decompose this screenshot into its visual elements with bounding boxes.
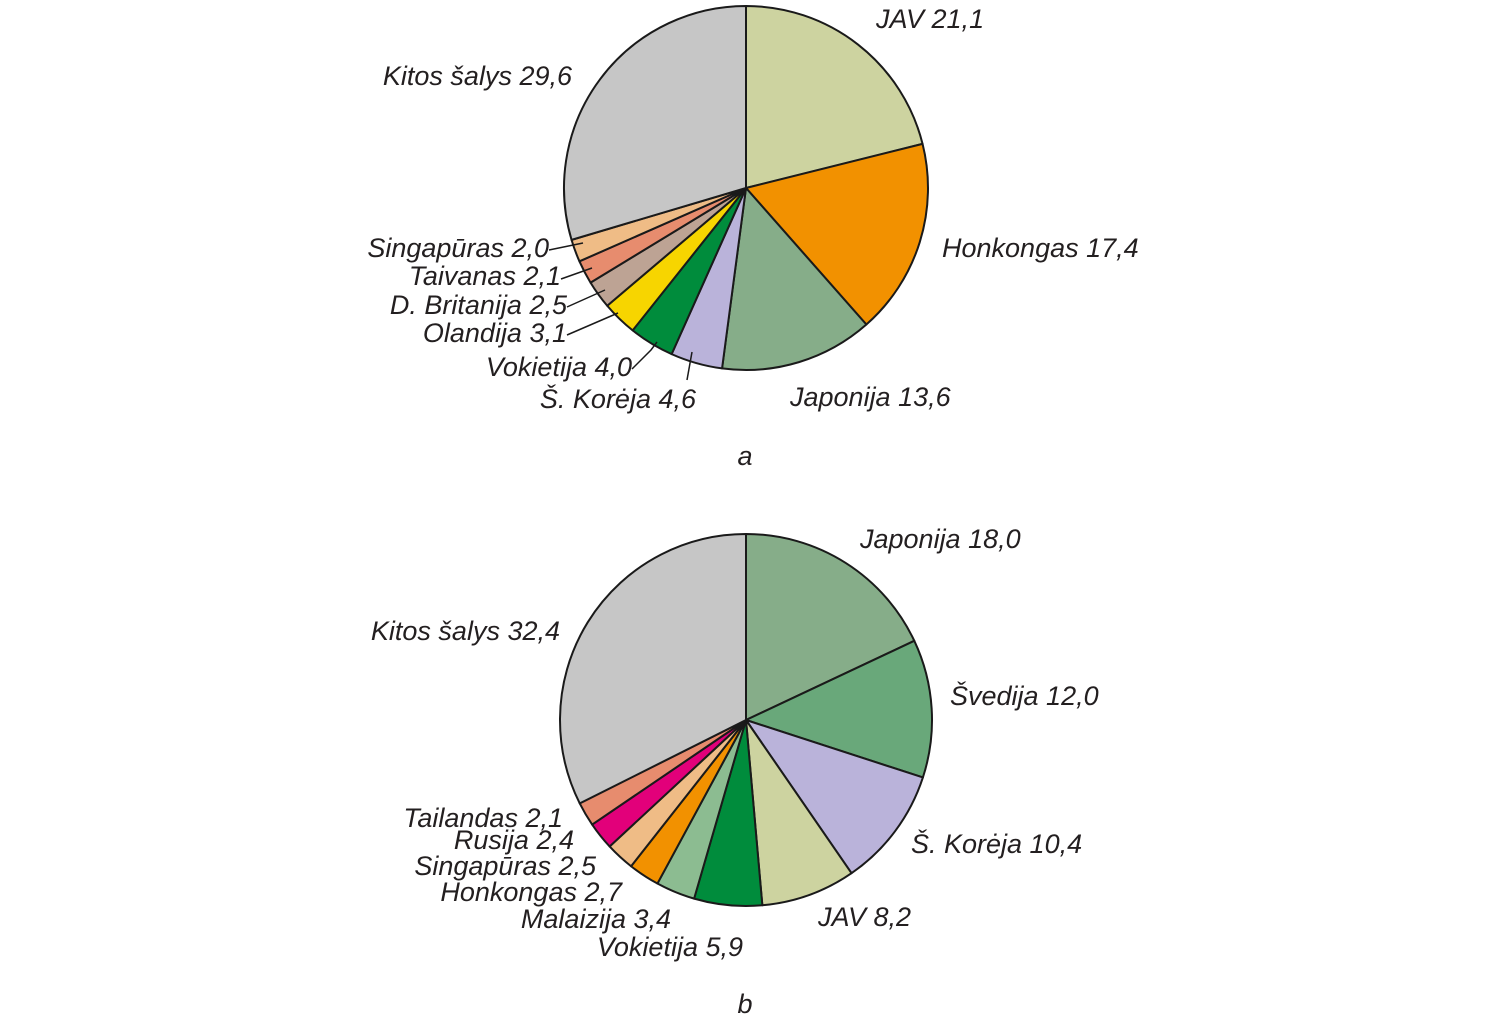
slice-label-b-kitos-salys: Kitos šalys 32,4	[371, 616, 560, 646]
slice-label-b-singapuras: Singapūras 2,5	[414, 851, 597, 881]
pie-chart-b: Japonija 18,0 Švedija 12,0 Š. Korėja 10,4 J…	[371, 524, 1099, 962]
slice-label-b-honkongas: Honkongas 2,7	[440, 877, 623, 907]
leader-line-a-d-britanija	[566, 289, 606, 308]
chart-caption-b: b	[737, 989, 752, 1019]
slice-label-b-s-koreja: Š. Korėja 10,4	[911, 828, 1082, 859]
leader-line-a-taivanas	[560, 267, 593, 280]
pie-slice-b-japonija	[745, 533, 916, 721]
slice-label-a-honkongas: Honkongas 17,4	[942, 233, 1139, 263]
pie-slice-b-s-koreja	[745, 719, 924, 875]
pie-slice-a-honkongas	[745, 142, 929, 326]
slice-label-a-vokietija: Vokietija 4,0	[486, 352, 632, 382]
leader-line-a-singapuras	[548, 242, 584, 251]
slice-label-a-d-britanija: D. Britanija 2,5	[390, 290, 568, 320]
pie-slice-b-svedija	[745, 639, 933, 779]
slice-label-a-olandija: Olandija 3,1	[423, 318, 567, 348]
slice-label-b-vokietija: Vokietija 5,9	[597, 932, 743, 962]
leader-line-a-vokietija	[631, 341, 658, 370]
pie-chart-a: JAV 21,1 Honkongas 17,4 Japonija 13,6 Š. Ko…	[367, 4, 1138, 414]
pie-slice-a-kitos-salys	[563, 5, 747, 241]
slice-label-b-jav: JAV 8,2	[817, 902, 911, 932]
leader-line-a-s-koreja	[686, 351, 693, 381]
slice-label-a-taivanas: Taivanas 2,1	[409, 261, 561, 291]
pie-slice-a-japonija	[721, 187, 868, 371]
slice-label-a-singapuras: Singapūras 2,0	[367, 233, 549, 263]
slice-label-a-kitos-salys: Kitos šalys 29,6	[383, 61, 573, 91]
leader-line-a-olandija	[566, 312, 619, 336]
slice-label-b-tailandas: Tailandas 2,1	[403, 803, 563, 833]
slice-label-b-svedija: Švedija 12,0	[950, 680, 1099, 711]
pie-slice-a-jav	[745, 5, 924, 189]
slice-label-a-s-koreja: Š. Korėja 4,6	[540, 383, 697, 414]
slice-label-a-jav: JAV 21,1	[875, 4, 984, 34]
slice-label-b-japonija: Japonija 18,0	[859, 524, 1021, 554]
slice-label-b-rusija: Rusija 2,4	[454, 825, 574, 855]
slice-label-a-japonija: Japonija 13,6	[789, 382, 952, 412]
pie-slice-b-jav	[745, 719, 853, 907]
pie-slice-b-kitos-salys	[559, 533, 747, 805]
slice-label-b-malaizija: Malaizija 3,4	[521, 904, 671, 934]
chart-caption-a: a	[737, 441, 752, 471]
